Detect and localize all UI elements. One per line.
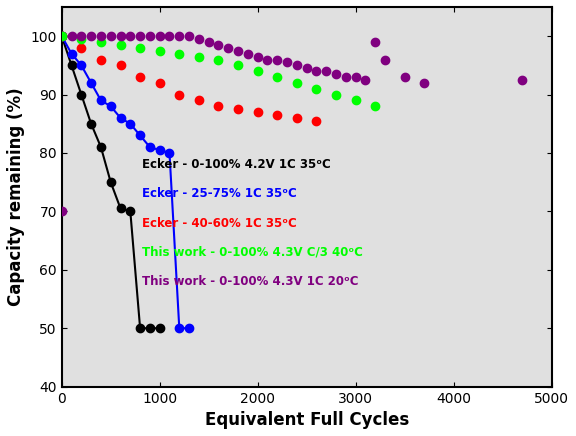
Text: Ecker - 40-60% 1C 35ᵒC: Ecker - 40-60% 1C 35ᵒC xyxy=(142,217,297,230)
Text: Ecker - 0-100% 4.2V 1C 35ᵒC: Ecker - 0-100% 4.2V 1C 35ᵒC xyxy=(142,158,331,171)
Text: This work - 0-100% 4.3V 1C 20ᵒC: This work - 0-100% 4.3V 1C 20ᵒC xyxy=(142,275,359,288)
Y-axis label: Capacity remaining (%): Capacity remaining (%) xyxy=(7,88,25,306)
X-axis label: Equivalent Full Cycles: Equivalent Full Cycles xyxy=(204,411,409,429)
Text: This work - 0-100% 4.3V C/3 40ᵒC: This work - 0-100% 4.3V C/3 40ᵒC xyxy=(142,246,363,259)
Text: Ecker - 25-75% 1C 35ᵒC: Ecker - 25-75% 1C 35ᵒC xyxy=(142,187,297,201)
